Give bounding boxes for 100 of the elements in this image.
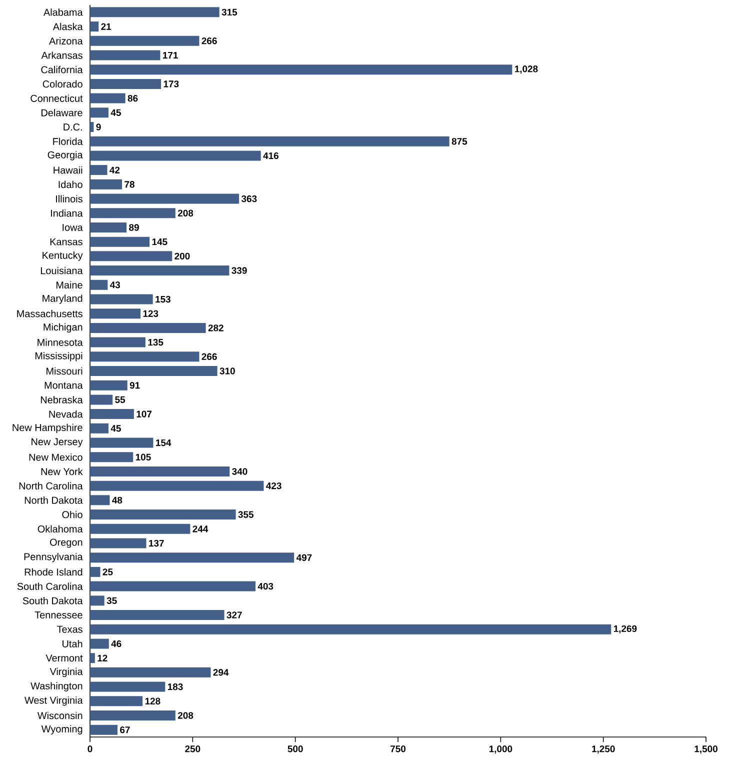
bar: [90, 524, 190, 534]
bar: [90, 682, 166, 692]
y-tick-label: South Carolina: [17, 582, 83, 590]
bar: [90, 452, 134, 462]
bar: [90, 724, 118, 735]
data-label: 46: [111, 640, 122, 648]
bar: [90, 438, 154, 448]
bar: [90, 280, 108, 290]
data-label: 67: [120, 726, 130, 734]
y-tick-label: Montana: [44, 382, 83, 389]
bar: [90, 179, 122, 190]
data-label: 137: [149, 540, 164, 547]
y-tick-label: Iowa: [62, 224, 83, 231]
data-label: 315: [222, 8, 238, 16]
data-label: 340: [232, 468, 248, 475]
bar: [90, 108, 108, 118]
bar: [90, 610, 224, 620]
y-tick-label: Mississippi: [35, 352, 82, 362]
data-label: 105: [136, 454, 151, 460]
x-tick-label: 1,250: [592, 746, 615, 754]
y-tick-label: Tennessee: [34, 612, 82, 618]
y-tick-label: New Hampshire: [12, 424, 82, 434]
y-tick-label: Rhode Island: [24, 568, 82, 576]
data-label: 128: [145, 698, 160, 704]
y-tick-label: Washington: [30, 682, 82, 692]
y-tick-label: North Dakota: [24, 496, 83, 504]
y-tick-label: Maine: [56, 281, 82, 289]
y-tick-label: Arkansas: [41, 52, 82, 59]
data-label: 43: [110, 282, 120, 288]
y-tick-label: Louisiana: [40, 266, 83, 274]
y-tick-label: Illinois: [56, 195, 82, 202]
data-label: 25: [102, 568, 113, 576]
y-tick-label: Utah: [62, 640, 82, 648]
data-label: 35: [106, 597, 117, 604]
bar: [90, 36, 200, 46]
y-tick-label: Idaho: [58, 180, 82, 188]
bar: [90, 566, 100, 577]
y-tick-label: Michigan: [44, 323, 82, 333]
bar: [90, 78, 162, 89]
bar: [90, 696, 143, 706]
bar: [90, 236, 150, 247]
data-label: 282: [208, 324, 224, 332]
y-tick-label: Pennsylvania: [24, 552, 83, 562]
bar: [90, 165, 108, 176]
bar: [90, 50, 160, 60]
data-label: 875: [452, 138, 468, 145]
y-tick-label: California: [41, 66, 83, 74]
y-tick-label: Texas: [56, 626, 82, 633]
y-tick-label: Alaska: [52, 22, 83, 30]
data-label: 173: [164, 80, 179, 88]
y-tick-label: Vermont: [46, 654, 83, 662]
data-label: 78: [124, 181, 134, 188]
y-tick-label: Virginia: [50, 668, 83, 678]
bar: [90, 136, 450, 146]
data-label: 45: [110, 109, 121, 116]
data-label: 42: [110, 166, 120, 174]
data-label: 86: [128, 94, 138, 102]
data-label: 244: [192, 526, 208, 532]
data-label: 416: [263, 152, 278, 160]
data-label: 91: [130, 382, 140, 389]
bar: [90, 510, 236, 520]
data-label: 55: [115, 396, 126, 404]
y-tick-label: Colorado: [42, 80, 82, 88]
bar: [90, 22, 99, 32]
bar: [90, 308, 141, 319]
data-label: 363: [241, 195, 257, 202]
x-tick-label: 1,000: [489, 746, 512, 754]
bar: [90, 653, 95, 664]
y-tick-label: South Dakota: [22, 596, 83, 604]
bar: [90, 352, 200, 362]
data-label: 266: [202, 38, 217, 44]
data-label: 310: [220, 368, 235, 374]
data-label: 183: [168, 683, 183, 690]
bar: [90, 194, 240, 204]
y-tick-label: Oregon: [50, 538, 82, 548]
data-label: 403: [258, 582, 274, 590]
y-tick-label: Arizona: [49, 37, 83, 45]
y-tick-label: Delaware: [42, 108, 82, 116]
y-tick-label: Missouri: [46, 367, 82, 375]
y-tick-label: Hawaii: [54, 166, 82, 174]
y-tick-label: Florida: [53, 138, 83, 146]
data-label: 208: [178, 712, 194, 719]
bar: [90, 495, 110, 506]
data-label: 327: [226, 612, 242, 618]
x-tick-label: 250: [185, 746, 200, 752]
bar: [90, 667, 211, 678]
bar: [90, 581, 256, 592]
data-label: 266: [202, 353, 217, 360]
bar: [90, 7, 220, 18]
x-tick-label: 0: [88, 746, 92, 752]
bar: [90, 251, 172, 262]
data-label: 171: [163, 52, 178, 58]
bar: [90, 322, 206, 333]
data-label: 145: [152, 238, 168, 246]
y-tick-label: New York: [41, 468, 83, 476]
bar: [90, 222, 127, 232]
data-label: 9: [96, 124, 101, 130]
data-label: 423: [266, 482, 282, 490]
y-tick-label: Minnesota: [38, 338, 83, 346]
y-tick-label: New Mexico: [29, 453, 82, 461]
